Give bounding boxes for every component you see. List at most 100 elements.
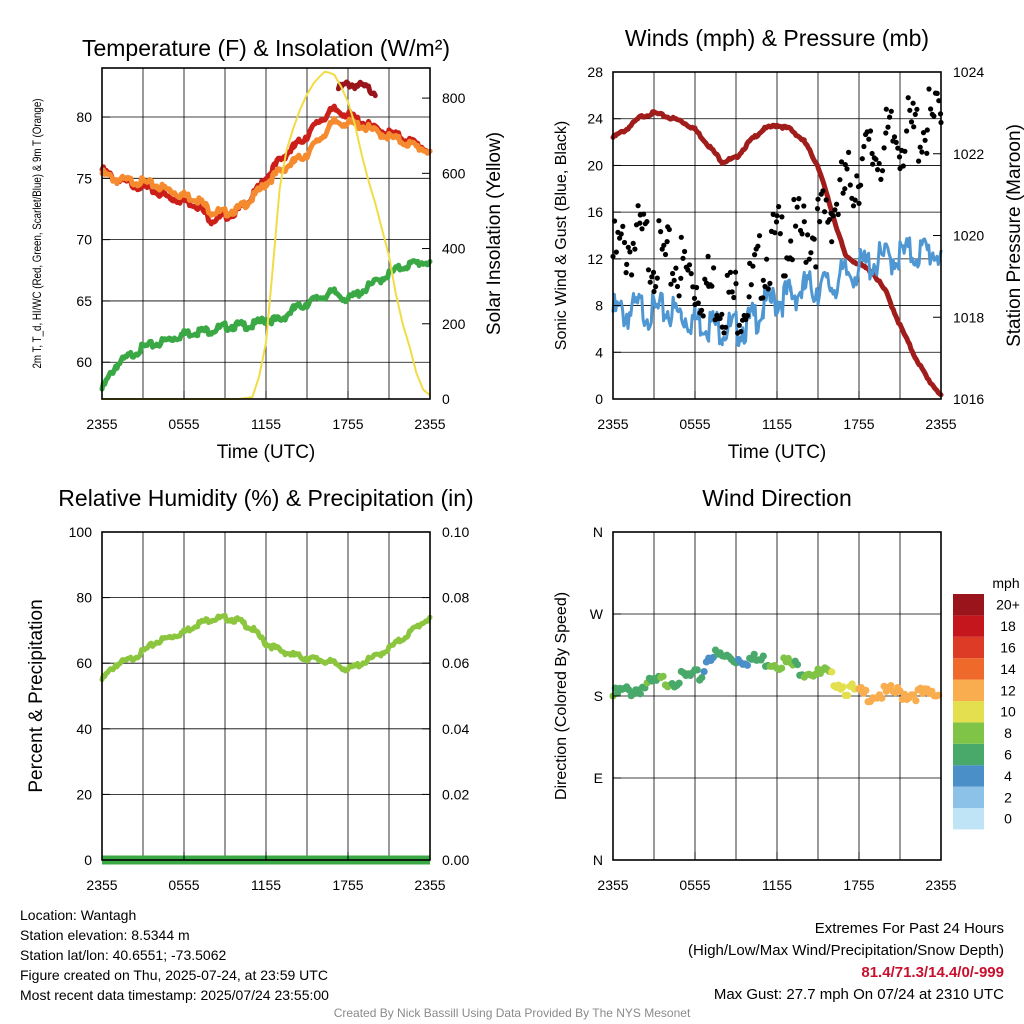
direction-point bbox=[887, 682, 895, 690]
y2-tick-label: 0.00 bbox=[442, 852, 469, 868]
gust-point bbox=[815, 196, 821, 202]
direction-point bbox=[828, 668, 836, 676]
gust-point bbox=[926, 86, 932, 92]
gust-point bbox=[699, 307, 705, 313]
gust-point bbox=[632, 246, 638, 252]
speed-colorbar: mph 0 2 4 6 8 10 12 14 16 18 20+ bbox=[953, 575, 1020, 830]
gust-point bbox=[711, 265, 717, 271]
gust-point bbox=[788, 238, 794, 244]
colorbar-swatch bbox=[953, 636, 984, 659]
gust-point bbox=[666, 226, 672, 233]
gust-point bbox=[904, 128, 910, 134]
y2-tick-label: 0.02 bbox=[442, 786, 469, 802]
y-tick-label: 24 bbox=[587, 111, 603, 127]
gust-point bbox=[668, 281, 674, 287]
y2-tick-label: 1016 bbox=[953, 391, 984, 407]
location-text: Location: Wantagh bbox=[20, 907, 137, 923]
gust-point bbox=[801, 219, 807, 225]
gust-point bbox=[830, 213, 836, 219]
y-tick-label: E bbox=[594, 770, 603, 786]
extremes-subtitle: (High/Low/Max Wind/Precipitation/Snow De… bbox=[688, 942, 1004, 959]
colorbar-swatch bbox=[953, 658, 984, 680]
gust-point bbox=[887, 114, 893, 120]
created-text: Figure created on Thu, 2025-07-24, at 23… bbox=[20, 967, 328, 983]
gust-point bbox=[832, 207, 838, 213]
gust-point bbox=[931, 113, 937, 119]
gust-point bbox=[928, 106, 934, 112]
gust-point bbox=[765, 286, 771, 292]
gust-point bbox=[743, 316, 749, 323]
gust-point bbox=[782, 273, 788, 279]
gust-point bbox=[654, 275, 660, 281]
y-tick-label: 28 bbox=[587, 64, 603, 80]
y2-tick-label: 0.08 bbox=[442, 590, 469, 606]
gust-point bbox=[673, 265, 679, 271]
gust-point bbox=[879, 168, 886, 174]
gust-point bbox=[617, 235, 623, 241]
gust-point bbox=[837, 177, 843, 183]
colorbar-label: 16 bbox=[1000, 640, 1016, 656]
y2-tick-label: 800 bbox=[442, 90, 466, 106]
panel-title: Wind Direction bbox=[702, 485, 852, 511]
colorbar-label: 10 bbox=[1000, 704, 1016, 720]
direction-point bbox=[862, 686, 870, 695]
relative-humidity-line bbox=[99, 612, 433, 683]
colorbar-label: 0 bbox=[1004, 811, 1012, 827]
y-tick-label: N bbox=[593, 852, 603, 868]
pressure-line bbox=[610, 109, 944, 398]
y2-tick-label: 0.04 bbox=[442, 721, 469, 737]
gust-point bbox=[662, 251, 669, 258]
y-tick-label: 16 bbox=[587, 204, 603, 220]
extremes-title: Extremes For Past 24 Hours bbox=[814, 920, 1004, 937]
gust-point bbox=[624, 261, 630, 267]
colorbar-label: 20+ bbox=[996, 597, 1020, 613]
y-tick-label: S bbox=[594, 688, 603, 704]
gust-point bbox=[866, 136, 872, 142]
gust-point bbox=[621, 239, 628, 246]
gust-point bbox=[883, 106, 889, 112]
gust-point bbox=[674, 283, 681, 290]
y-tick-label: 65 bbox=[76, 293, 92, 309]
gust-point bbox=[736, 322, 742, 328]
panel-4: Wind Direction N E S W N 2355 0555 1155 1755 2355 D… bbox=[553, 485, 1020, 893]
gust-point bbox=[789, 257, 795, 263]
gust-point bbox=[682, 248, 688, 255]
gust-point bbox=[717, 315, 723, 321]
x-tick-label: 0555 bbox=[679, 416, 710, 432]
gust-point bbox=[777, 231, 783, 237]
direction-point bbox=[698, 674, 706, 682]
gust-point bbox=[870, 161, 876, 167]
x-tick-label: 2355 bbox=[414, 877, 445, 893]
gust-point bbox=[910, 100, 916, 106]
gust-point bbox=[917, 144, 923, 150]
gust-point bbox=[867, 128, 874, 134]
x-axis-label: Time (UTC) bbox=[217, 442, 316, 463]
panel-2: Winds (mph) & Pressure (mb) 0 4 8 12 16 20 24 28… bbox=[553, 25, 1024, 463]
gust-point bbox=[733, 281, 739, 287]
gust-point bbox=[799, 231, 805, 237]
direction-point bbox=[659, 672, 667, 680]
gust-point bbox=[826, 217, 833, 223]
y-axis-label: Percent & Precipitation bbox=[26, 599, 47, 792]
y-tick-label: 20 bbox=[76, 786, 92, 802]
colorbar-label: 18 bbox=[1000, 618, 1016, 634]
gust-point bbox=[731, 294, 737, 301]
y-tick-label: 60 bbox=[76, 655, 92, 671]
gust-point bbox=[924, 150, 930, 156]
gust-point bbox=[613, 249, 619, 255]
gust-point bbox=[858, 182, 864, 188]
y-tick-label: W bbox=[590, 606, 604, 622]
gust-point bbox=[764, 256, 770, 262]
direction-point bbox=[910, 691, 918, 699]
gust-point bbox=[760, 295, 766, 301]
gust-point bbox=[920, 130, 927, 136]
extremes-values: 81.4/71.3/14.4/0/-999 bbox=[861, 964, 1004, 981]
y2-tick-label: 1018 bbox=[953, 309, 984, 325]
gust-point bbox=[629, 272, 635, 278]
gust-point bbox=[924, 127, 930, 133]
x-tick-label: 2355 bbox=[414, 416, 445, 432]
gust-point bbox=[806, 256, 812, 262]
gust-point bbox=[885, 124, 891, 130]
gust-point bbox=[883, 130, 889, 136]
gust-point bbox=[878, 176, 884, 182]
